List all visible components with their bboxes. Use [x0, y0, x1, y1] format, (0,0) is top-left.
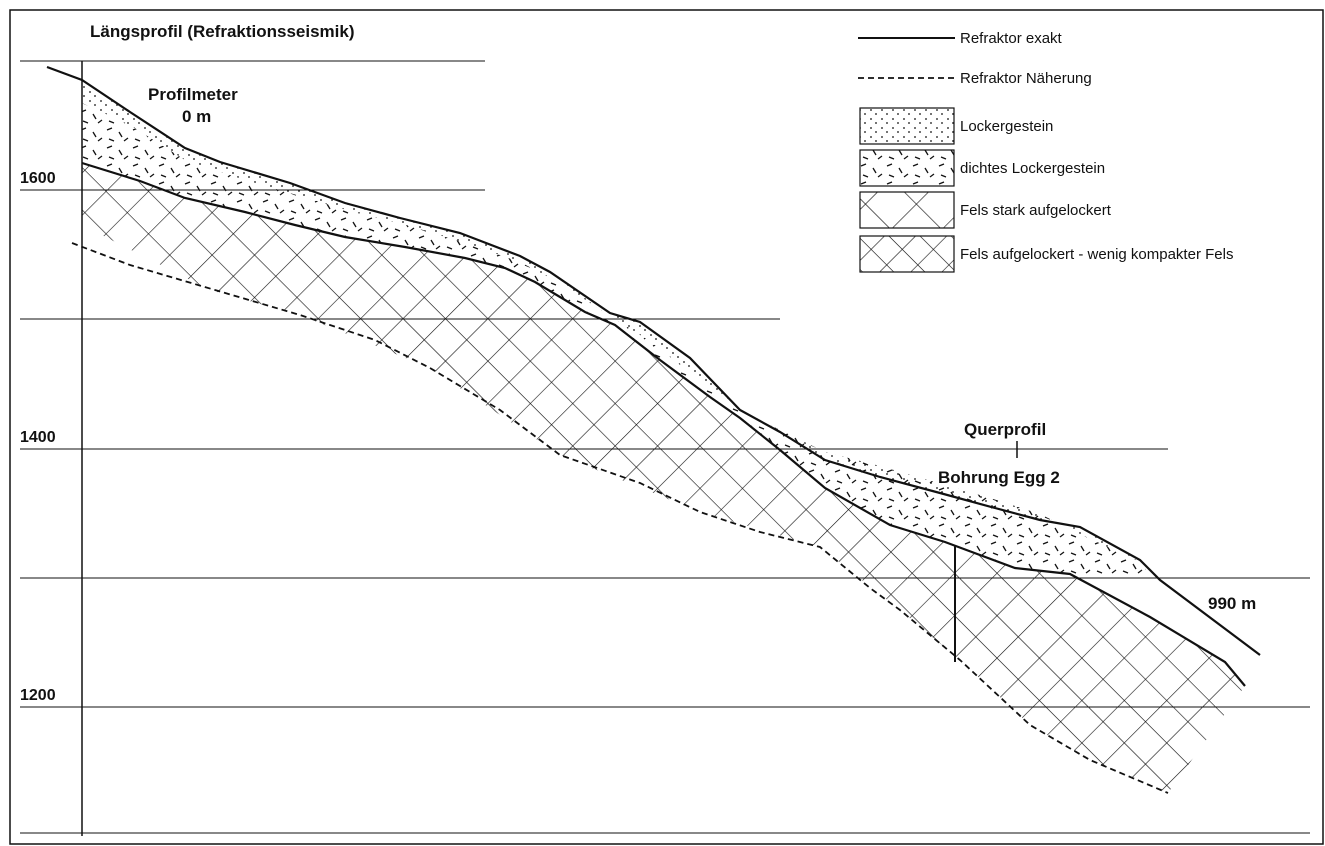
- diagram-border: [9, 9, 1324, 845]
- diagram-title: Längsprofil (Refraktionsseismik): [90, 22, 355, 41]
- dense-loose-rock-layer: [82, 103, 1150, 577]
- legend-label-dense-loose-rock: dichtes Lockergestein: [960, 160, 1105, 177]
- legend-swatch-rock-heavily-loosened: [859, 191, 955, 229]
- profile-start-value: 0 m: [182, 107, 211, 126]
- legend-label-rock-loosened: Fels aufgelockert - wenig kompakter Fels: [960, 246, 1233, 263]
- profile-meter-label: Profilmeter: [148, 85, 238, 104]
- legend-label-loose-rock: Lockergestein: [960, 118, 1053, 135]
- elevation-label-1400: 1400: [20, 429, 56, 446]
- legend-label-refractor-exact: Refraktor exakt: [960, 30, 1063, 47]
- elevation-label-1200: 1200: [20, 687, 56, 704]
- legend-swatch-rock-loosened: [859, 235, 955, 273]
- legend-swatch-loose-rock: [859, 107, 955, 145]
- legend-label-refractor-approx: Refraktor Näherung: [960, 70, 1092, 87]
- terrain-surface-line: [46, 65, 1261, 656]
- borehole-label: Bohrung Egg 2: [938, 468, 1060, 487]
- elevation-gridlines: [20, 60, 1310, 834]
- cross-section-label: Querprofil: [964, 420, 1046, 439]
- profile-end-value: 990 m: [1208, 594, 1256, 613]
- legend: Refraktor exakt Refraktor Näherung Locke…: [858, 30, 1233, 273]
- refractor-approx-line: [71, 242, 1169, 794]
- legend-label-rock-heavily-loosened: Fels stark aufgelockert: [960, 202, 1112, 219]
- legend-swatch-dense-loose-rock: [859, 149, 955, 187]
- elevation-label-1600: 1600: [20, 170, 56, 187]
- refractor-exact-line: [81, 161, 1246, 687]
